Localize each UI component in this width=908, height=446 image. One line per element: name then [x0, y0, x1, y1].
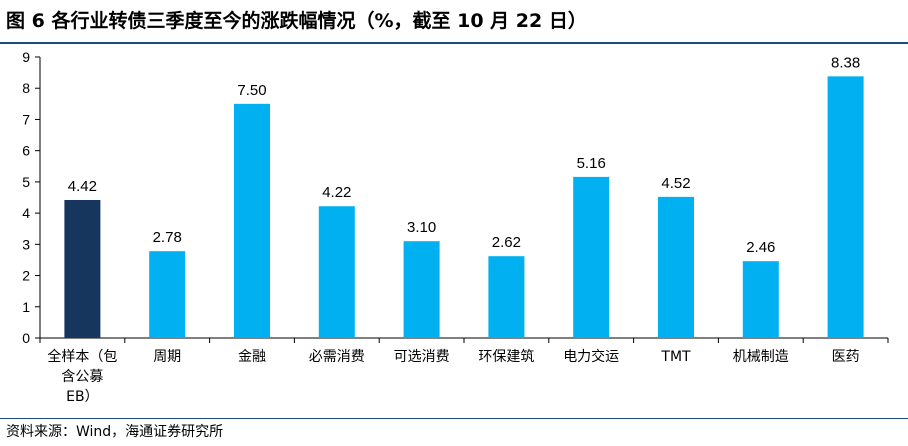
y-tick-label: 1: [22, 299, 30, 315]
category-label: 医药: [832, 349, 860, 365]
data-label: 4.42: [68, 178, 97, 195]
y-tick-label: 2: [22, 268, 30, 284]
y-tick-label: 8: [22, 80, 30, 96]
data-label: 7.50: [237, 82, 266, 99]
category-label: 必需消费: [309, 349, 365, 365]
category-label: 机械制造: [733, 349, 789, 365]
bar: [658, 196, 694, 338]
data-label: 4.52: [661, 175, 690, 192]
y-tick-label: 0: [22, 330, 30, 346]
category-label: TMT: [660, 349, 691, 365]
data-label: 2.46: [746, 239, 775, 256]
title-bar: 图 6 各行业转债三季度至今的涨跌幅情况（%，截至 10 月 22 日）: [0, 0, 908, 44]
y-tick-label: 9: [22, 49, 30, 65]
category-label: 环保建筑: [478, 349, 534, 365]
y-tick-label: 6: [22, 143, 30, 159]
category-label: 金融: [238, 349, 266, 365]
source-rule: [0, 418, 908, 419]
data-label: 4.22: [322, 184, 351, 201]
bar: [403, 241, 440, 338]
bar: [149, 251, 186, 338]
bar: [64, 199, 101, 338]
chart-title: 图 6 各行业转债三季度至今的涨跌幅情况（%，截至 10 月 22 日）: [6, 10, 587, 32]
bar: [234, 103, 270, 338]
bar: [573, 176, 610, 338]
data-label: 2.78: [153, 229, 182, 246]
bar: [488, 256, 525, 338]
title-rule: [0, 42, 908, 44]
category-label: EB）: [66, 389, 98, 405]
category-label: 电力交运: [563, 348, 619, 365]
y-tick-label: 7: [22, 111, 30, 127]
y-tick-label: 3: [22, 236, 30, 252]
category-label: 全样本（包: [47, 348, 117, 365]
data-label: 8.38: [831, 54, 860, 71]
bar: [318, 206, 355, 338]
source-note: 资料来源：Wind，海通证券研究所: [6, 424, 224, 440]
y-tick-label: 4: [22, 205, 30, 221]
bars: [64, 76, 864, 338]
category-label: 可选消费: [394, 349, 450, 365]
y-tick-label: 5: [22, 174, 30, 190]
category-label: 含公募: [61, 369, 103, 385]
category-label: 周期: [153, 349, 181, 365]
data-label: 3.10: [407, 219, 436, 236]
bar: [742, 261, 779, 338]
data-label: 5.16: [577, 155, 606, 172]
bar: [827, 76, 864, 338]
data-labels: 4.42 2.78 7.50 4.22 3.10 2.62 5.16 4.52 2.46 8.38: [68, 54, 860, 256]
data-label: 2.62: [492, 234, 521, 251]
